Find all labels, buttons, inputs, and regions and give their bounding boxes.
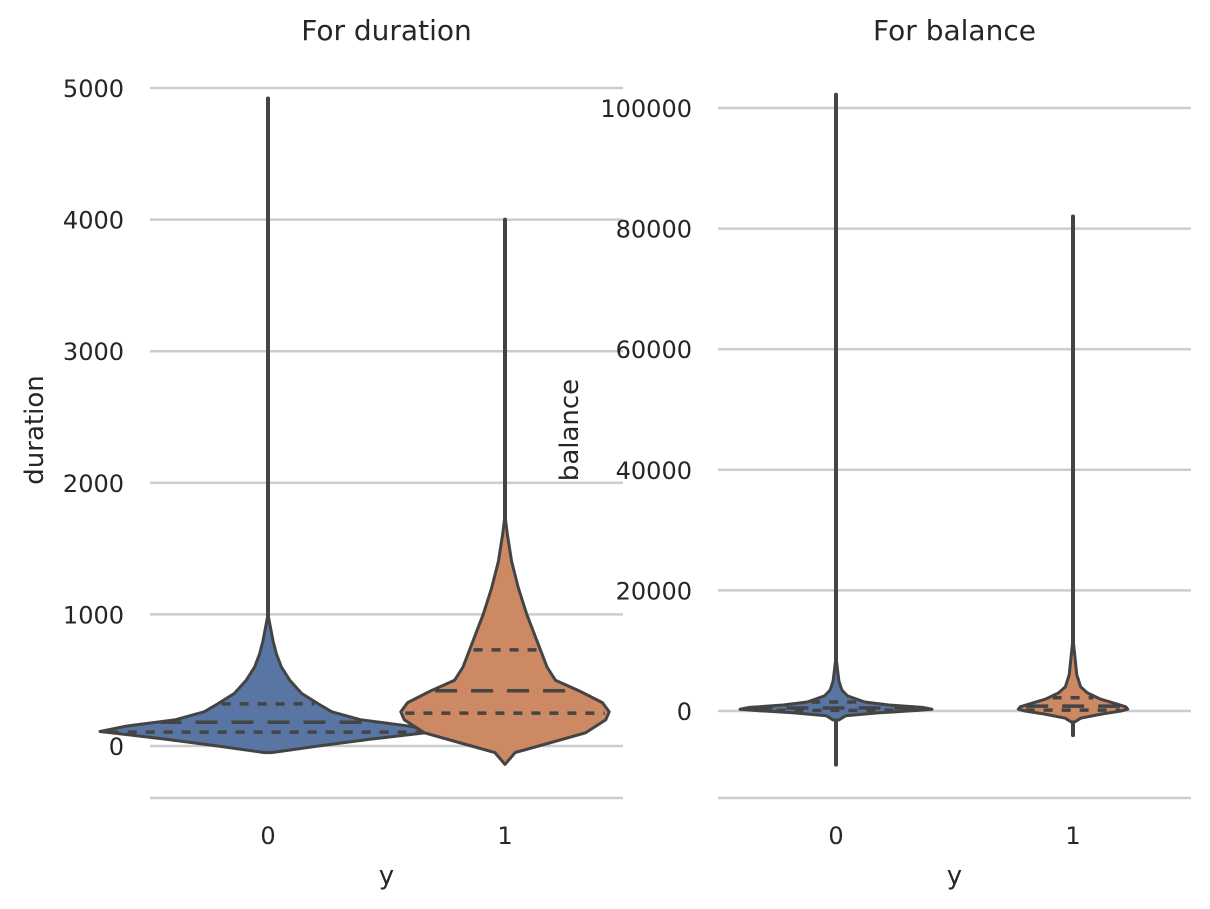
- balance-x-axis-label: y: [947, 861, 962, 891]
- balance-xtick-label: 1: [1065, 822, 1080, 850]
- duration-ytick-label: 3000: [63, 338, 124, 366]
- balance-y-axis-label: balance: [555, 379, 585, 481]
- duration-violin-0: [98, 96, 438, 755]
- duration-violin-body: [399, 514, 611, 766]
- balance-ytick-label: 20000: [616, 577, 692, 605]
- duration-ytick-label: 0: [109, 733, 124, 761]
- balance-violin-0: [738, 92, 934, 767]
- balance-violin-1: [1016, 214, 1130, 738]
- balance-chart-title: For balance: [873, 14, 1036, 47]
- balance-violin-body: [1016, 637, 1130, 724]
- balance-ytick-label: 0: [677, 698, 692, 726]
- duration-ytick-label: 4000: [63, 207, 124, 235]
- balance-ytick-label: 80000: [616, 216, 692, 244]
- balance-violin-body: [738, 655, 934, 722]
- balance-ytick-label: 100000: [600, 95, 692, 123]
- duration-violin-chart: For duration 0 1000 2000 3000 4000 5000 0 1 y dura…: [20, 14, 623, 891]
- duration-ytick-label: 5000: [63, 75, 124, 103]
- balance-violin-chart: For balance 0 20000 40000 60000 80000 100000 0 1…: [555, 14, 1191, 891]
- duration-xtick-label: 0: [260, 822, 275, 850]
- duration-violin-1: [399, 217, 611, 766]
- duration-chart-title: For duration: [301, 14, 471, 47]
- duration-y-axis-label: duration: [20, 375, 50, 484]
- duration-ytick-label: 2000: [63, 470, 124, 498]
- duration-x-axis-label: y: [379, 861, 394, 891]
- balance-ytick-label: 60000: [616, 336, 692, 364]
- duration-ytick-label: 1000: [63, 601, 124, 629]
- balance-xtick-label: 0: [828, 822, 843, 850]
- balance-ytick-label: 40000: [616, 457, 692, 485]
- duration-violin-body: [98, 612, 438, 755]
- duration-xtick-label: 1: [497, 822, 512, 850]
